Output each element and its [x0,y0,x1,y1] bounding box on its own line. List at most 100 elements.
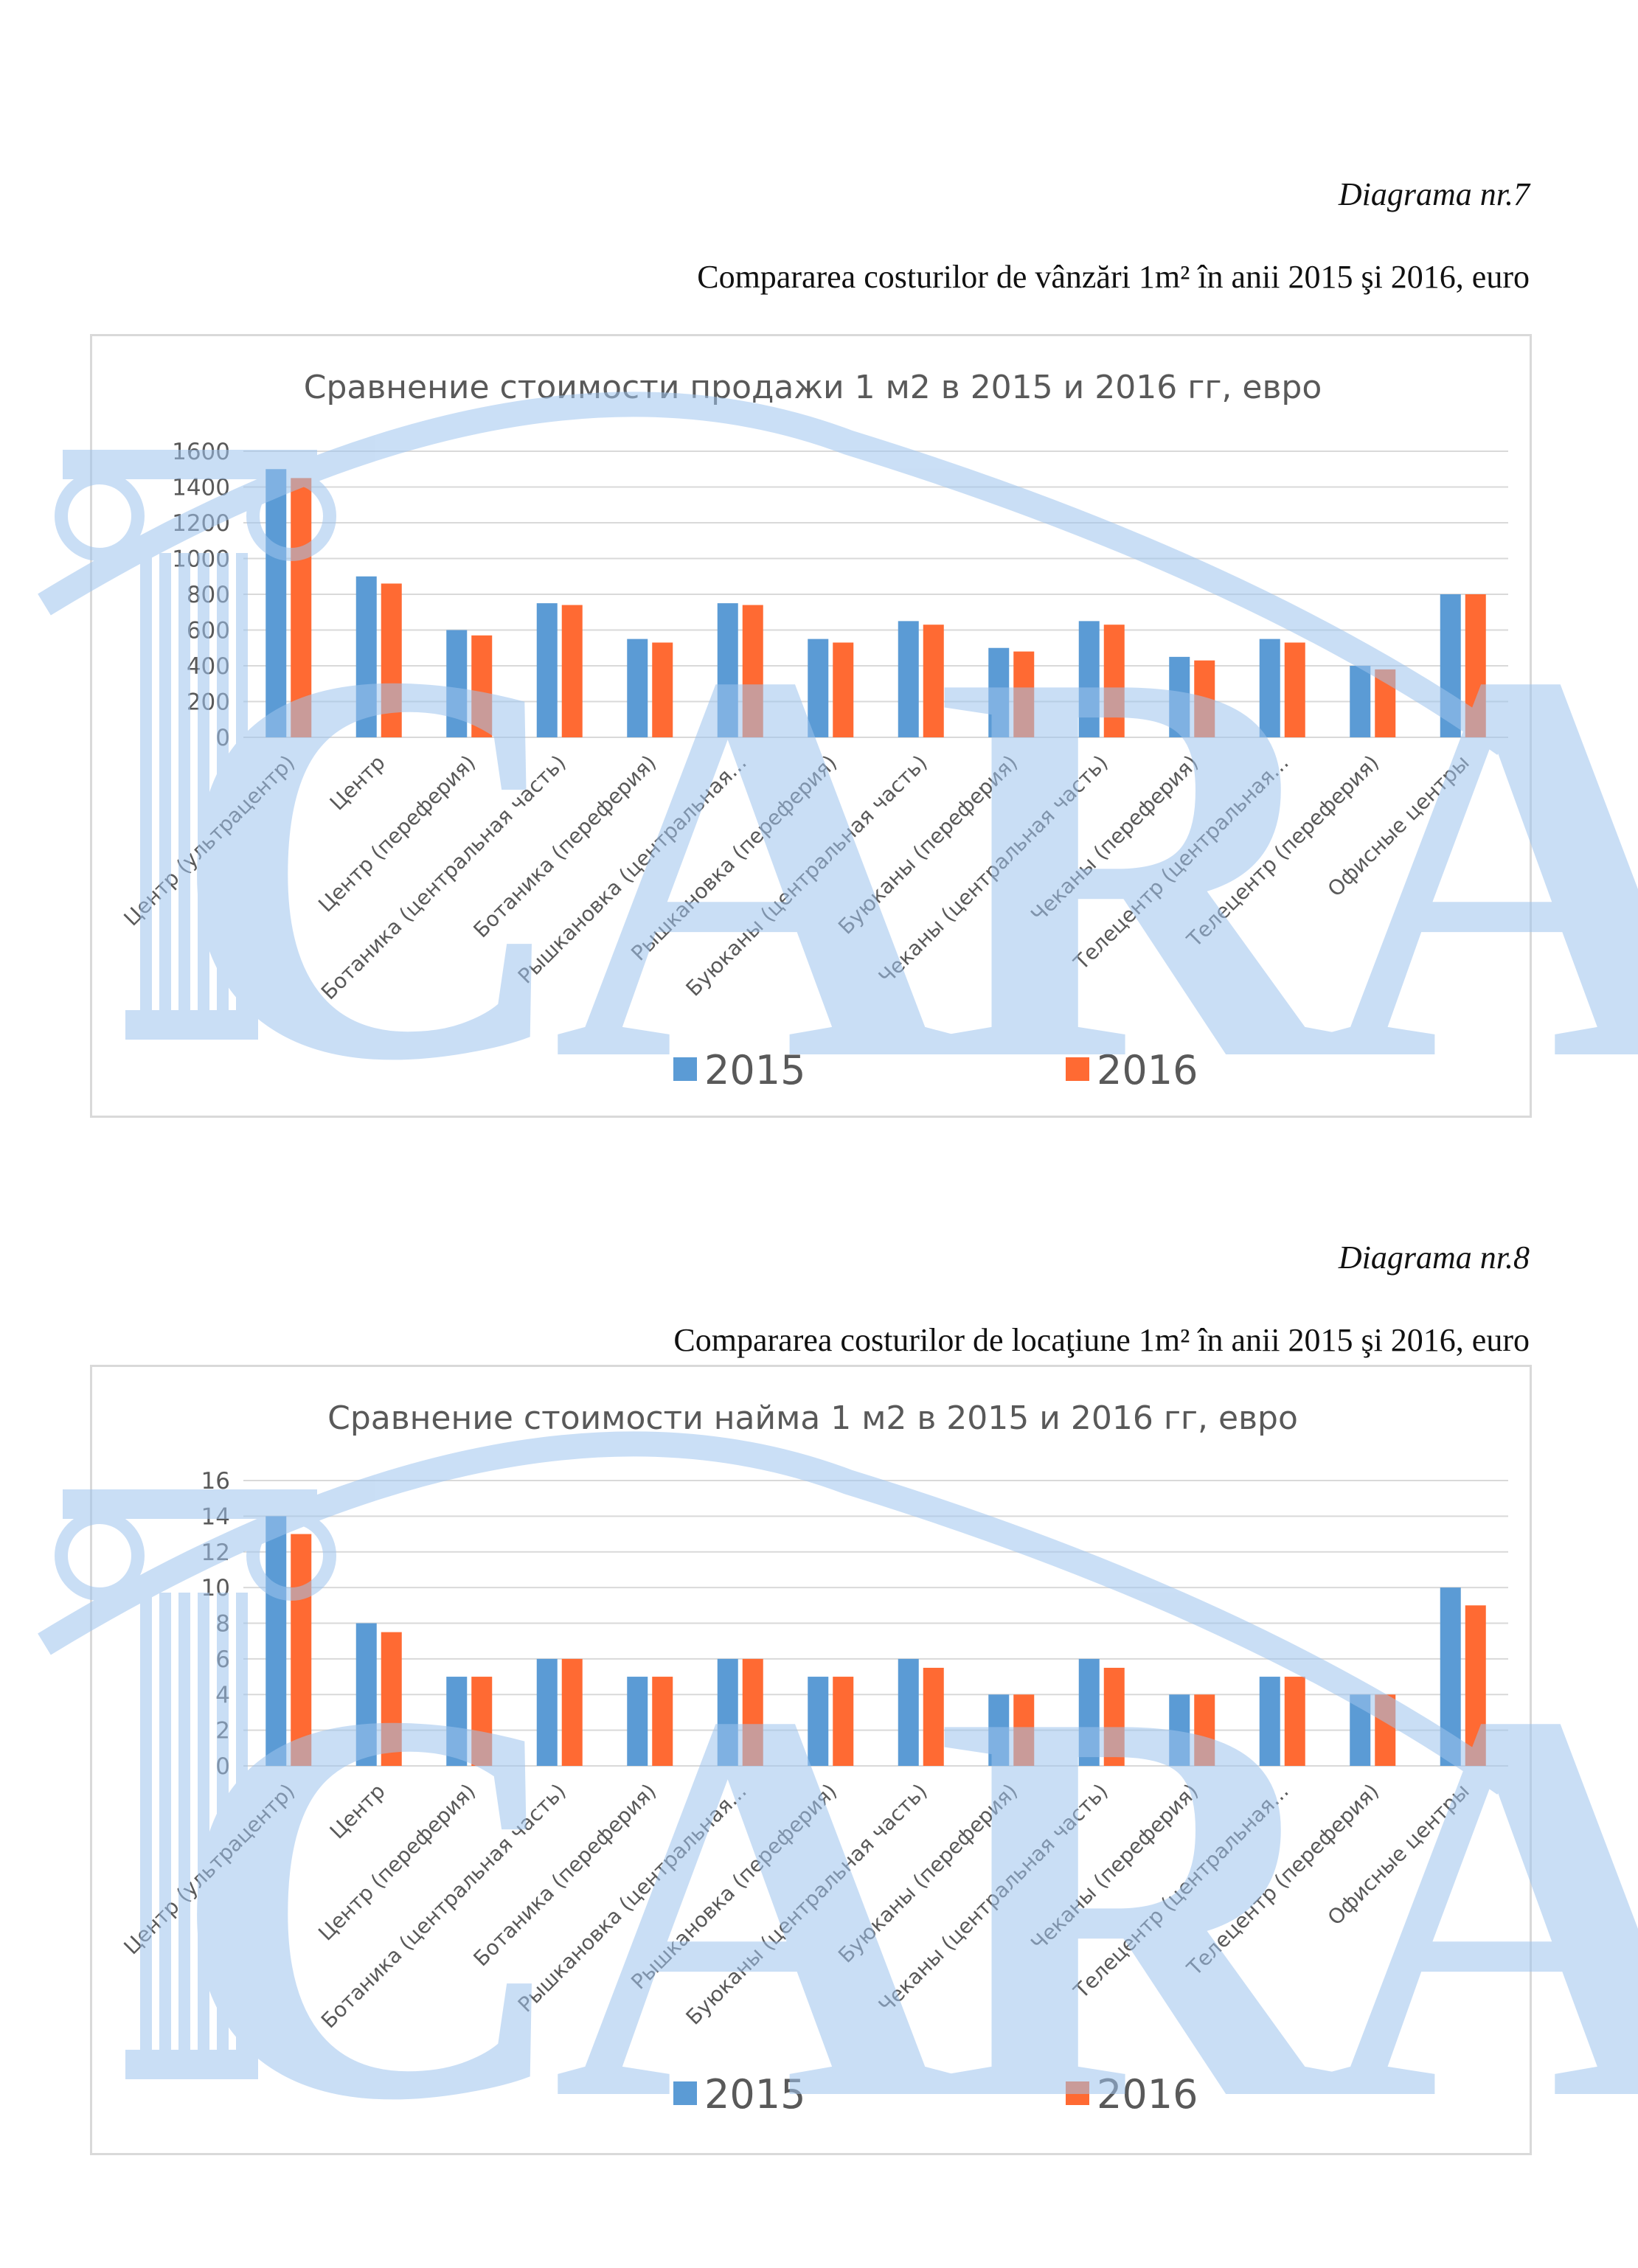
y-tick-label: 2 [215,1718,230,1745]
bar-2015-12 [1350,1694,1371,1766]
x-category-label: Центр (ультрацентр) [119,751,300,931]
bar-2015-5 [717,1658,738,1766]
y-tick-label: 0 [215,725,230,751]
bar-2016-13 [1465,594,1486,737]
bar-2015-11 [1259,639,1280,737]
bar-2016-3 [561,1658,583,1766]
bar-2016-3 [561,605,583,737]
bar-2015-0 [266,469,287,737]
bar-2016-12 [1375,669,1396,737]
y-tick-label: 8 [215,1611,230,1638]
sales-chart: Сравнение стоимости продажи 1 м2 в 2015 … [119,369,1508,1093]
bar-2015-7 [898,1658,919,1766]
legend-swatch-2015 [673,1057,697,1081]
bar-2016-4 [652,642,673,737]
x-category-label: Телецентр (переферия) [1181,1779,1384,1981]
bar-2016-1 [381,1632,402,1766]
diagram-8-caption: Compararea costurilor de locaţiune 1m² î… [673,1322,1530,1358]
bar-2015-9 [1078,1658,1100,1766]
y-tick-label: 14 [201,1503,230,1530]
bar-2016-4 [652,1677,673,1766]
bar-2015-2 [446,1677,468,1766]
bar-2016-1 [381,583,402,737]
x-category-label: Центр (переферия) [313,1779,480,1946]
bar-2015-3 [536,603,558,737]
legend-swatch-2015 [673,2081,697,2105]
bar-2015-5 [717,603,738,737]
y-tick-label: 1000 [172,546,230,573]
bar-2016-6 [833,642,854,737]
bar-2015-1 [355,1623,377,1766]
bar-2015-0 [266,1516,287,1766]
x-category-label: Центр (переферия) [313,751,480,917]
bar-2016-7 [923,625,944,737]
y-tick-label: 10 [201,1575,230,1601]
bar-2015-8 [988,647,1010,737]
y-tick-label: 16 [201,1468,230,1495]
y-tick-label: 600 [187,618,230,644]
bar-2015-1 [355,576,377,737]
bar-2015-13 [1440,1587,1461,1766]
y-tick-label: 1200 [172,510,230,537]
chart-2-frame: Сравнение стоимости найма 1 м2 в 2015 и … [90,1365,1532,2155]
bar-2015-2 [446,630,468,737]
bar-2016-13 [1465,1605,1486,1766]
y-tick-label: 6 [215,1646,230,1673]
bar-2016-11 [1284,642,1305,737]
bar-2015-13 [1440,594,1461,737]
diagram-7-caption: Compararea costurilor de vânzări 1m² în … [697,259,1530,295]
bar-2015-3 [536,1658,558,1766]
chart-title: Сравнение стоимости продажи 1 м2 в 2015 … [304,369,1322,406]
bar-2016-10 [1194,660,1215,737]
x-category-label: Центр [325,751,390,815]
bar-2015-11 [1259,1677,1280,1766]
bar-2015-6 [808,639,829,737]
bar-2015-4 [627,1677,648,1766]
chart-title: Сравнение стоимости найма 1 м2 в 2015 и … [327,1399,1298,1437]
bar-2016-8 [1013,1694,1035,1766]
x-category-label: Буюканы (переферия) [833,1779,1022,1968]
bar-2016-11 [1284,1677,1305,1766]
x-category-label: Буюканы (переферия) [833,751,1022,939]
y-tick-label: 1600 [172,439,230,465]
x-category-label: Телецентр (переферия) [1181,751,1384,953]
bar-2016-0 [291,478,312,737]
bar-2016-9 [1103,1667,1125,1766]
bar-2016-2 [471,635,493,737]
bar-2015-6 [808,1677,829,1766]
legend-label-2016: 2016 [1097,2071,1198,2118]
bar-2016-6 [833,1677,854,1766]
rent-chart: Сравнение стоимости найма 1 м2 в 2015 и … [119,1399,1508,2118]
x-category-label: Ботаника (переферия) [469,1779,662,1972]
bar-2016-2 [471,1677,493,1766]
x-category-label: Чеканы (переферия) [1026,751,1203,928]
bar-2015-10 [1169,656,1190,737]
y-tick-label: 0 [215,1753,230,1780]
y-tick-label: 800 [187,582,230,608]
x-category-label: Центр [325,1779,390,1844]
bar-2016-8 [1013,651,1035,737]
y-tick-label: 1400 [172,475,230,501]
bar-2016-12 [1375,1694,1396,1766]
bar-2015-10 [1169,1694,1190,1766]
legend-swatch-2016 [1066,2081,1089,2105]
bar-2016-0 [291,1534,312,1766]
bar-2016-7 [923,1667,944,1766]
bar-2016-5 [742,605,763,737]
y-tick-label: 400 [187,653,230,680]
bar-2016-5 [742,1658,763,1766]
x-category-label: Чеканы (переферия) [1026,1779,1203,1956]
bar-2015-8 [988,1694,1010,1766]
x-category-label: Центр (ультрацентр) [119,1779,300,1960]
bar-2015-7 [898,621,919,737]
bar-2016-10 [1194,1694,1215,1766]
diagram-7-label: Diagrama nr.7 [1338,176,1530,212]
y-tick-label: 4 [215,1682,230,1708]
y-tick-label: 12 [201,1540,230,1566]
diagram-8-label: Diagrama nr.8 [1338,1239,1530,1276]
bar-2015-9 [1078,621,1100,737]
y-tick-label: 200 [187,689,230,716]
bar-2015-4 [627,639,648,737]
legend-label-2016: 2016 [1097,1047,1198,1093]
legend-label-2015: 2015 [704,1047,805,1093]
